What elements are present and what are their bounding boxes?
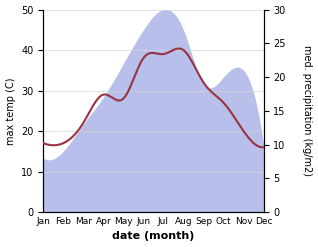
X-axis label: date (month): date (month) [112,231,195,242]
Y-axis label: max temp (C): max temp (C) [5,77,16,144]
Y-axis label: med. precipitation (kg/m2): med. precipitation (kg/m2) [302,45,313,176]
